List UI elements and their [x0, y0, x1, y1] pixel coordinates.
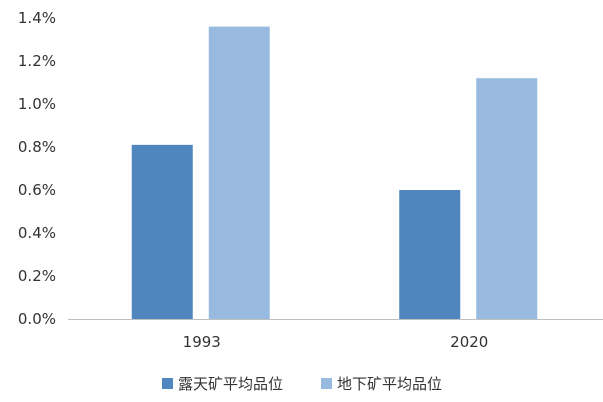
y-tick-label: 0.2%: [18, 267, 56, 285]
x-tick-label: 2020: [450, 333, 488, 351]
x-tick-label: 1993: [183, 333, 221, 351]
y-tick-label: 0.6%: [18, 181, 56, 199]
y-tick-label: 0.4%: [18, 224, 56, 242]
y-tick-label: 1.4%: [18, 9, 56, 27]
bar-1993-series-2: [209, 27, 270, 319]
y-tick-label: 1.2%: [18, 52, 56, 70]
legend-swatch: [162, 378, 173, 389]
legend-swatch: [321, 378, 332, 389]
y-tick-label: 0.0%: [18, 310, 56, 328]
legend-label: 露天矿平均品位: [178, 375, 283, 393]
bars: [132, 27, 538, 319]
legend: 露天矿平均品位 地下矿平均品位: [162, 375, 442, 393]
x-axis-labels: 1993 2020: [183, 333, 489, 351]
y-axis-ticks: 0.0% 0.2% 0.4% 0.6% 0.8% 1.0% 1.2% 1.4%: [18, 9, 56, 328]
bar-2020-series-2: [476, 78, 537, 319]
bar-1993-series-1: [132, 145, 193, 319]
legend-label: 地下矿平均品位: [337, 375, 442, 393]
bar-2020-series-1: [399, 190, 460, 319]
y-tick-label: 1.0%: [18, 95, 56, 113]
y-tick-label: 0.8%: [18, 138, 56, 156]
